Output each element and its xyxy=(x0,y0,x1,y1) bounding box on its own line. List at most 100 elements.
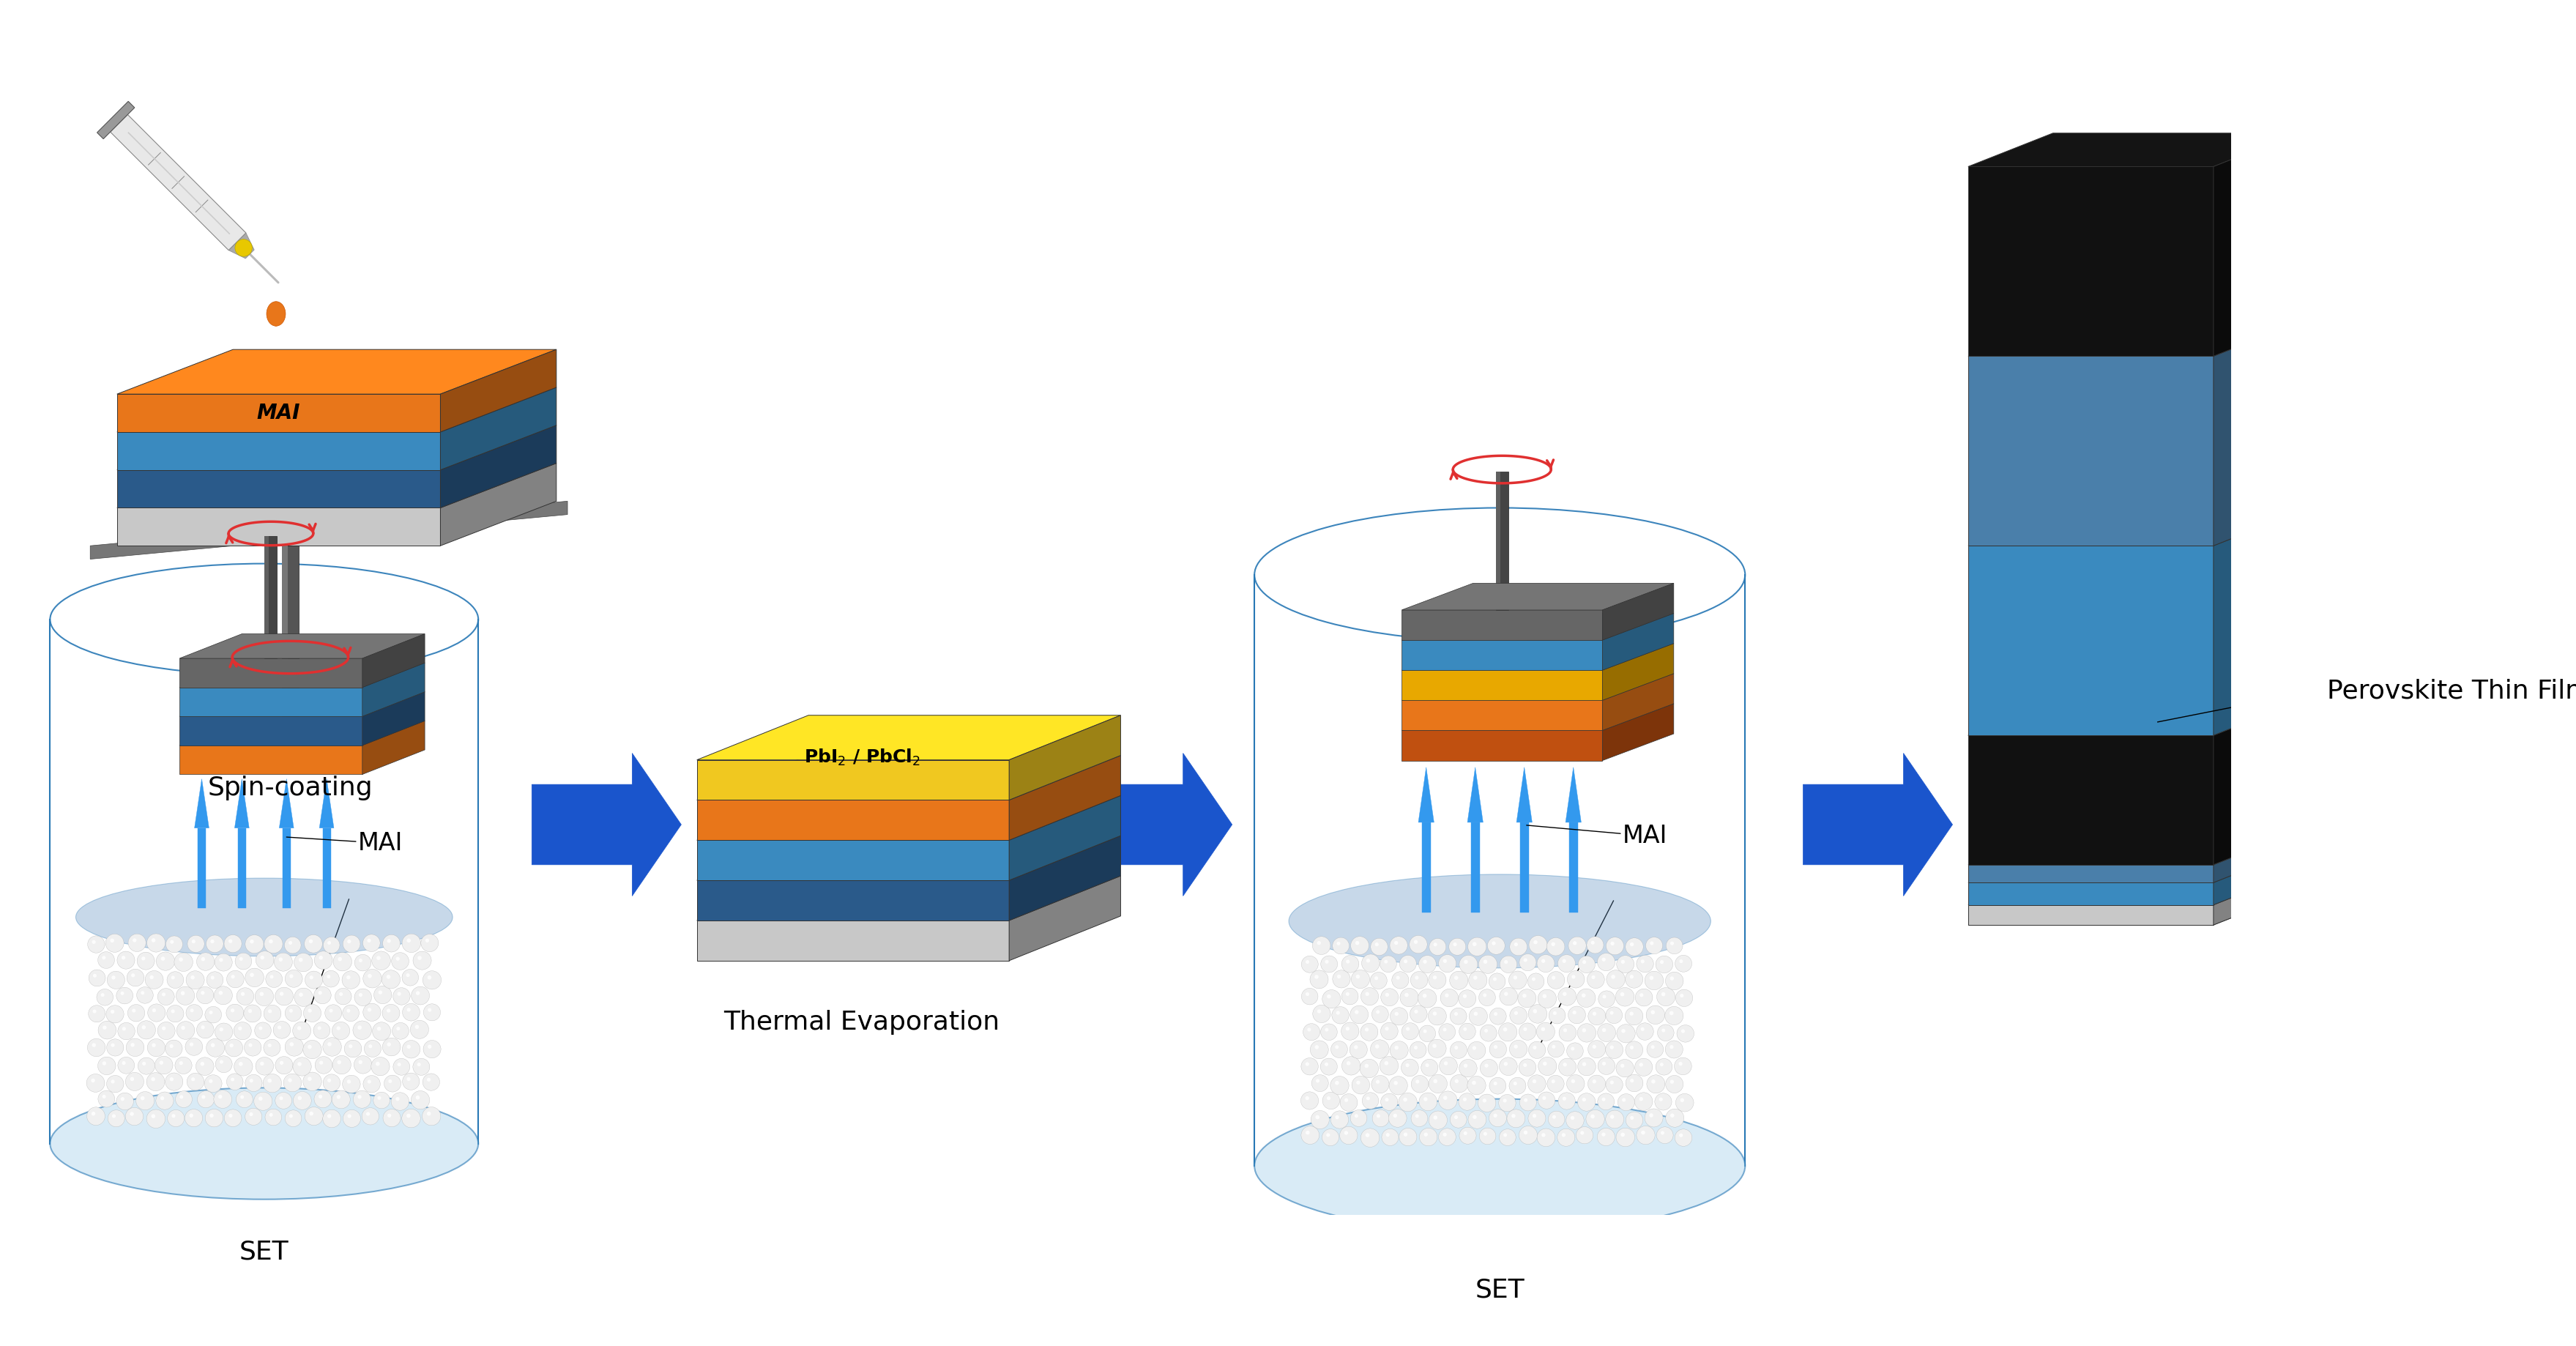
Circle shape xyxy=(1564,992,1566,996)
Circle shape xyxy=(147,1039,165,1057)
Circle shape xyxy=(289,1114,294,1119)
Circle shape xyxy=(147,1004,165,1022)
Circle shape xyxy=(386,940,392,942)
Circle shape xyxy=(1610,975,1615,979)
Circle shape xyxy=(1504,1062,1507,1066)
Polygon shape xyxy=(1401,641,1602,670)
Circle shape xyxy=(422,1004,440,1020)
Polygon shape xyxy=(116,507,440,545)
Polygon shape xyxy=(116,350,556,394)
Circle shape xyxy=(1373,1110,1388,1127)
Circle shape xyxy=(175,953,193,972)
Circle shape xyxy=(1494,1012,1497,1016)
Circle shape xyxy=(397,1097,399,1101)
Circle shape xyxy=(1662,1028,1664,1032)
Circle shape xyxy=(1551,976,1556,980)
Circle shape xyxy=(232,1078,234,1081)
Circle shape xyxy=(1577,989,1595,1007)
Circle shape xyxy=(1538,954,1553,972)
Circle shape xyxy=(417,956,422,960)
Circle shape xyxy=(1669,976,1674,980)
Circle shape xyxy=(379,1096,381,1100)
Circle shape xyxy=(1479,956,1497,973)
Circle shape xyxy=(1669,1079,1674,1084)
Circle shape xyxy=(93,940,95,944)
Polygon shape xyxy=(180,658,363,688)
Circle shape xyxy=(1615,1128,1636,1147)
Circle shape xyxy=(263,1039,281,1057)
Circle shape xyxy=(90,1078,95,1082)
Circle shape xyxy=(1311,1110,1329,1129)
Polygon shape xyxy=(180,692,425,716)
Circle shape xyxy=(1473,976,1476,980)
Circle shape xyxy=(1525,1098,1528,1102)
Circle shape xyxy=(425,938,430,942)
Circle shape xyxy=(363,1040,381,1057)
Circle shape xyxy=(265,934,283,953)
Circle shape xyxy=(1636,1058,1651,1075)
Circle shape xyxy=(1649,1113,1654,1117)
Circle shape xyxy=(415,991,420,995)
Circle shape xyxy=(412,1090,430,1109)
Circle shape xyxy=(1592,941,1595,945)
Circle shape xyxy=(1306,1096,1309,1100)
Circle shape xyxy=(1533,977,1535,981)
Circle shape xyxy=(237,1092,252,1108)
Polygon shape xyxy=(1968,701,2298,735)
Circle shape xyxy=(299,958,304,962)
Circle shape xyxy=(1631,1012,1633,1016)
Circle shape xyxy=(1376,1010,1381,1014)
Circle shape xyxy=(209,1011,214,1015)
Circle shape xyxy=(1551,1044,1556,1049)
Circle shape xyxy=(142,1062,147,1066)
Circle shape xyxy=(1643,1109,1664,1127)
Circle shape xyxy=(152,1043,155,1047)
Circle shape xyxy=(1345,1098,1347,1102)
Circle shape xyxy=(1473,942,1476,946)
Circle shape xyxy=(1636,1023,1654,1040)
Circle shape xyxy=(428,1112,430,1116)
Circle shape xyxy=(1664,1007,1682,1024)
Text: SET: SET xyxy=(240,1240,289,1264)
Circle shape xyxy=(88,969,106,987)
Circle shape xyxy=(1602,1028,1605,1032)
Circle shape xyxy=(1538,1092,1556,1109)
Circle shape xyxy=(1427,1039,1445,1058)
Circle shape xyxy=(376,1027,381,1031)
Circle shape xyxy=(1631,975,1633,979)
Circle shape xyxy=(1558,988,1577,1005)
Circle shape xyxy=(402,1109,420,1128)
Circle shape xyxy=(1517,989,1535,1007)
Circle shape xyxy=(1499,1129,1515,1145)
Circle shape xyxy=(1342,1057,1360,1075)
Circle shape xyxy=(1646,937,1662,954)
Circle shape xyxy=(206,1007,222,1023)
Circle shape xyxy=(294,1058,312,1075)
Circle shape xyxy=(214,1023,232,1040)
Circle shape xyxy=(1484,1132,1486,1136)
Circle shape xyxy=(345,976,350,980)
Polygon shape xyxy=(1968,883,2213,905)
Circle shape xyxy=(1314,1044,1319,1049)
Circle shape xyxy=(1419,1093,1437,1110)
Circle shape xyxy=(366,1112,371,1116)
Circle shape xyxy=(1321,956,1337,972)
Circle shape xyxy=(1659,1063,1664,1066)
Polygon shape xyxy=(180,746,363,774)
Circle shape xyxy=(1528,1042,1546,1058)
Circle shape xyxy=(1301,956,1319,973)
Circle shape xyxy=(1553,1114,1556,1119)
Circle shape xyxy=(358,1061,363,1065)
Circle shape xyxy=(309,1112,314,1116)
Circle shape xyxy=(1494,1113,1497,1117)
Circle shape xyxy=(1680,1133,1682,1137)
Circle shape xyxy=(353,1090,371,1108)
Circle shape xyxy=(1350,937,1368,954)
Circle shape xyxy=(1458,956,1479,973)
Circle shape xyxy=(1623,1098,1625,1102)
Circle shape xyxy=(1422,993,1427,997)
Polygon shape xyxy=(1803,754,1953,896)
Circle shape xyxy=(1332,1007,1350,1024)
Circle shape xyxy=(167,1110,185,1127)
Circle shape xyxy=(1528,1004,1548,1023)
